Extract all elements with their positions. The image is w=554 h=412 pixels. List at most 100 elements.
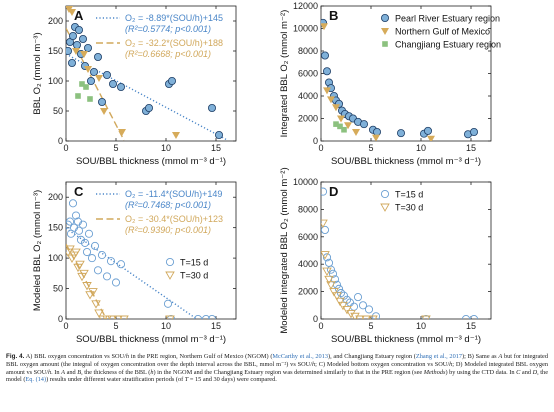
y-tick-label: 10000: [293, 177, 318, 187]
y-tick-label: 0: [313, 314, 318, 324]
data-point-series-1: [98, 98, 107, 107]
data-point-series-1: [349, 302, 359, 311]
legend-marker: [380, 203, 390, 212]
data-point-series-2: [172, 132, 180, 139]
plot-area: [320, 181, 492, 320]
caption-figure-number: Fig. 4.: [6, 353, 25, 360]
data-point-series-1: [339, 291, 349, 300]
data-point-series-2: [85, 291, 95, 300]
data-point-series-2: [95, 75, 103, 82]
data-points: [66, 199, 217, 319]
data-point-series-2: [346, 310, 356, 319]
data-point-series-1: [214, 130, 223, 139]
data-point-series-1: [116, 260, 126, 269]
data-point-series-2: [322, 267, 332, 276]
data-point-series-1: [75, 25, 84, 34]
data-point-series-1: [372, 127, 381, 136]
data-point-series-1: [144, 104, 153, 113]
x-tick-label: 0: [318, 321, 323, 331]
data-points: [321, 18, 478, 141]
data-point-series-1: [78, 220, 88, 229]
y-tick-label: 12000: [293, 1, 318, 11]
panel-label-b: B: [329, 8, 338, 23]
data-point-series-2: [88, 288, 98, 297]
data-point-series-1: [84, 44, 93, 53]
data-point-series-1: [117, 83, 126, 92]
x-axis-label: SOU/BBL thickness (mmol m⁻³ d⁻¹): [331, 156, 481, 167]
data-point-series-2: [324, 275, 334, 285]
data-point-series-2: [344, 122, 352, 130]
panel-label-a: A: [74, 8, 84, 23]
data-point-series-2: [71, 248, 81, 257]
data-point-series-2: [323, 87, 331, 95]
data-point-series-1: [111, 278, 121, 287]
data-point-series-2: [327, 96, 335, 104]
y-tick-label: 150: [48, 223, 63, 233]
panel-label-d: D: [329, 184, 338, 199]
data-point-series-2: [79, 269, 89, 279]
y-tick-label: 0: [58, 314, 63, 324]
x-tick-label: 5: [113, 143, 118, 153]
data-point-series-1: [73, 41, 82, 50]
legend-marker: [380, 189, 390, 199]
data-point-series-3: [341, 126, 347, 133]
data-point-series-1: [102, 272, 112, 281]
data-point-series-1: [364, 305, 374, 314]
legend-label: Changjiang Estuary region: [395, 40, 501, 50]
data-point-series-2: [94, 309, 104, 318]
regression-stats: (R²=0.5774; p<0.001): [125, 24, 211, 34]
data-point-series-2: [368, 315, 378, 319]
regression-stats: (R²=0.7468; p<0.001): [125, 200, 211, 210]
regression-stats: (R²=0.6668; p<0.001): [125, 49, 211, 59]
data-point-series-1: [71, 211, 81, 220]
data-point-series-1: [167, 77, 176, 86]
data-point-series-2: [82, 282, 92, 291]
data-point-series-3: [75, 93, 81, 99]
data-point-series-1: [207, 314, 217, 319]
y-tick-label: 50: [53, 284, 63, 294]
x-axis-label: SOU/BBL thickness (mmol m⁻³ d⁻¹): [331, 334, 481, 345]
regression-equation: O₂ = -11.4*(SOU/h)+149: [125, 189, 222, 199]
data-point-series-1: [193, 314, 203, 319]
legend-marker: [165, 271, 175, 280]
y-tick-label: 0: [58, 136, 63, 146]
data-point-series-1: [461, 314, 471, 319]
data-point-series-2: [165, 315, 175, 319]
y-tick-label: 6000: [298, 232, 318, 242]
data-point-series-2: [352, 129, 360, 136]
data-point-series-1: [326, 265, 336, 274]
data-point-series-1: [90, 241, 100, 250]
data-point-series-1: [74, 226, 84, 235]
data-point-series-1: [423, 126, 432, 135]
data-point-series-3: [333, 121, 339, 127]
data-point-series-1: [201, 314, 211, 319]
data-point-series-2: [80, 51, 88, 58]
caption-equation-link[interactable]: Eq. (14): [25, 376, 47, 384]
data-point-series-2: [75, 260, 85, 270]
legend-label: Northern Gulf of Mexico: [395, 27, 490, 37]
caption-reference-link[interactable]: Zhang et al., 2017: [415, 353, 463, 360]
data-point-series-1: [66, 217, 75, 226]
y-axis-label: Modeled BBL O₂ (mmol m⁻³): [32, 190, 43, 311]
data-point-series-1: [358, 301, 368, 310]
y-axis-label: BBL O₂ (mmol m⁻³): [32, 32, 43, 114]
caption-reference-link[interactable]: McCarthy et al., 2013: [272, 353, 328, 360]
x-axis-label: SOU/BBL thickness (mmol m⁻³ d⁻¹): [76, 334, 226, 345]
figure-caption: Fig. 4. A) BBL oxygen concentration vs S…: [6, 353, 548, 384]
data-point-series-1: [84, 229, 94, 238]
x-axis-label: SOU/BBL thickness (mmol m⁻³ d⁻¹): [76, 156, 226, 167]
legend: Pearl River Estuary region Northern Gulf …: [380, 14, 501, 50]
x-tick-label: 5: [368, 143, 373, 153]
chart-panel-d: 0 5 10 15 0 2000 4000 6000 8000 10000 SOU/BBL thic…: [279, 167, 492, 345]
caption-methods-link[interactable]: Methods: [423, 368, 446, 376]
data-point-series-2: [338, 301, 348, 311]
data-point-series-1: [106, 257, 116, 266]
data-point-series-1: [87, 77, 96, 86]
data-point-series-2: [72, 48, 80, 55]
plot-area: [65, 5, 237, 142]
legend-marker: [382, 41, 388, 47]
data-point-series-1: [321, 187, 328, 196]
data-point-series-2: [91, 300, 101, 309]
